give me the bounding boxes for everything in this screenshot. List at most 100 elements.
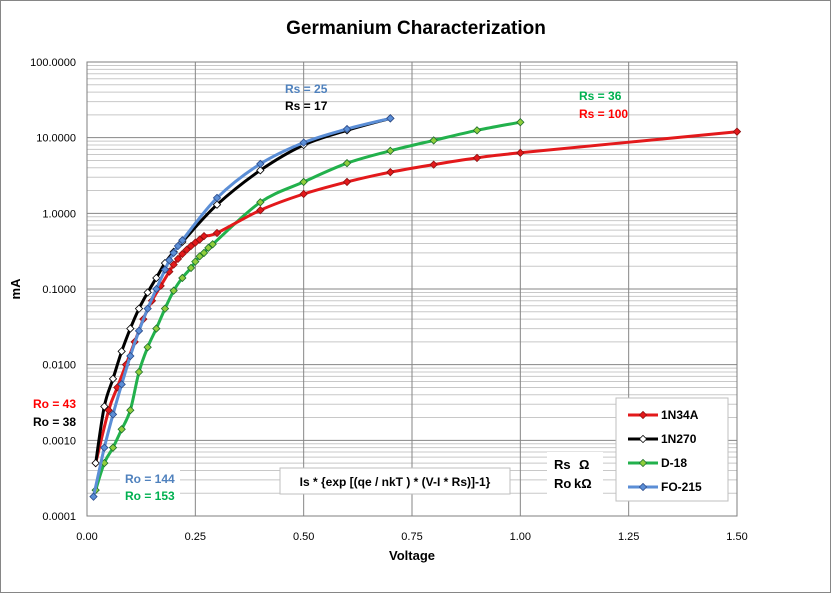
data-point bbox=[386, 114, 395, 123]
ro-bottom-box bbox=[120, 468, 180, 504]
data-point bbox=[152, 284, 161, 294]
data-point bbox=[256, 166, 265, 175]
ro-1n270-label: Ro = 38 bbox=[33, 415, 76, 429]
ro-d18-label: Ro = 153 bbox=[125, 489, 175, 503]
data-point bbox=[178, 236, 187, 245]
data-point bbox=[100, 402, 109, 411]
data-point bbox=[134, 304, 144, 313]
data-point bbox=[160, 304, 170, 313]
data-point bbox=[143, 343, 152, 352]
x-tick-label: 1.25 bbox=[618, 531, 639, 543]
data-point bbox=[108, 410, 118, 419]
data-point bbox=[152, 273, 161, 283]
rs-fo215-label: Rs = 25 bbox=[285, 82, 328, 96]
y-tick-label: 0.0010 bbox=[42, 435, 76, 447]
data-point bbox=[108, 443, 118, 452]
data-point bbox=[204, 243, 213, 252]
y-tick-label: 0.1000 bbox=[42, 284, 76, 296]
x-tick-label: 1.50 bbox=[726, 531, 747, 543]
legend-label: 1N270 bbox=[661, 432, 697, 446]
data-point bbox=[732, 127, 742, 136]
data-point bbox=[516, 118, 525, 127]
data-point bbox=[386, 146, 395, 155]
data-point bbox=[299, 189, 308, 199]
ro-fo215-label: Ro = 144 bbox=[125, 472, 175, 486]
data-point bbox=[256, 206, 265, 215]
ro-unit: kΩ bbox=[574, 476, 592, 491]
data-point bbox=[208, 240, 217, 249]
x-tick-label: 0.25 bbox=[185, 531, 206, 543]
data-point bbox=[143, 304, 152, 313]
data-point bbox=[186, 263, 196, 273]
data-point bbox=[117, 380, 126, 389]
data-point bbox=[178, 249, 187, 259]
series-line bbox=[94, 116, 392, 465]
data-point bbox=[160, 265, 170, 274]
formula-text: Is * {exp [(qe / nkT ) * (V-I * Rs)]-1} bbox=[300, 475, 491, 489]
legend: 1N34A 1N270 D-18 FO-215 bbox=[615, 397, 729, 502]
data-point bbox=[104, 406, 113, 415]
data-point bbox=[256, 159, 265, 169]
data-point bbox=[472, 153, 482, 163]
legend-label: 1N34A bbox=[661, 408, 699, 422]
data-point bbox=[134, 326, 144, 335]
data-point bbox=[126, 406, 135, 415]
data-point bbox=[91, 458, 100, 468]
data-point bbox=[256, 198, 265, 207]
legend-item: FO-215 bbox=[628, 480, 702, 494]
ro-left-box bbox=[31, 394, 83, 432]
data-point bbox=[169, 260, 178, 269]
data-point bbox=[173, 254, 183, 264]
x-tick-labels: 0.00 0.25 0.50 0.75 1.00 1.25 1.50 bbox=[76, 531, 747, 543]
data-point bbox=[169, 248, 178, 258]
y-tick-labels: 0.0001 0.0010 0.0100 0.1000 1.0000 10.0000 100… bbox=[30, 57, 76, 523]
data-point bbox=[182, 245, 191, 254]
x-tick-label: 0.50 bbox=[293, 531, 314, 543]
chart-title: Germanium Characterization bbox=[286, 18, 546, 39]
y-tick-label: 0.0001 bbox=[42, 511, 76, 523]
data-point bbox=[212, 193, 222, 203]
y-tick-label: 1.0000 bbox=[42, 208, 76, 220]
data-point bbox=[126, 351, 135, 361]
y-tick-label: 10.0000 bbox=[36, 133, 76, 145]
series-layer bbox=[89, 114, 742, 501]
y-tick-label: 100.0000 bbox=[30, 57, 76, 69]
data-point bbox=[126, 324, 135, 333]
x-axis-label: Voltage bbox=[389, 548, 435, 563]
ro-1n34a-label: Ro = 43 bbox=[33, 397, 76, 411]
data-point bbox=[195, 235, 204, 244]
rs-1n34a-label: Rs = 100 bbox=[579, 107, 628, 121]
data-point bbox=[429, 136, 438, 145]
legend-label: FO-215 bbox=[661, 480, 702, 494]
legend-label: D-18 bbox=[661, 456, 687, 470]
x-tick-label: 1.00 bbox=[510, 531, 531, 543]
rs-1n270-label: Rs = 17 bbox=[285, 99, 328, 113]
rs-unit-label: Rs bbox=[554, 457, 571, 472]
data-point bbox=[108, 374, 118, 383]
plot-frame bbox=[86, 61, 738, 517]
legend-item: 1N34A bbox=[628, 408, 699, 422]
data-point bbox=[134, 367, 144, 377]
series-fo-215 bbox=[89, 114, 395, 501]
legend-box bbox=[615, 397, 729, 502]
data-point bbox=[169, 286, 178, 295]
grid-layer bbox=[86, 61, 738, 517]
y-tick-label: 0.0100 bbox=[42, 360, 76, 372]
series-d-18 bbox=[91, 118, 525, 495]
legend-item: 1N270 bbox=[628, 432, 697, 446]
data-point bbox=[342, 177, 352, 187]
data-point bbox=[191, 257, 200, 266]
units-box bbox=[547, 452, 603, 494]
data-point bbox=[152, 324, 161, 333]
x-tick-label: 0.75 bbox=[401, 531, 422, 543]
data-point bbox=[429, 160, 438, 169]
data-point bbox=[342, 159, 352, 168]
data-point bbox=[100, 443, 109, 452]
legend-item: D-18 bbox=[628, 456, 687, 470]
data-point bbox=[516, 148, 525, 158]
data-point bbox=[117, 347, 126, 356]
data-point bbox=[386, 168, 395, 177]
data-point bbox=[178, 273, 187, 283]
rs-unit: Ω bbox=[579, 457, 589, 472]
data-point bbox=[89, 492, 98, 501]
